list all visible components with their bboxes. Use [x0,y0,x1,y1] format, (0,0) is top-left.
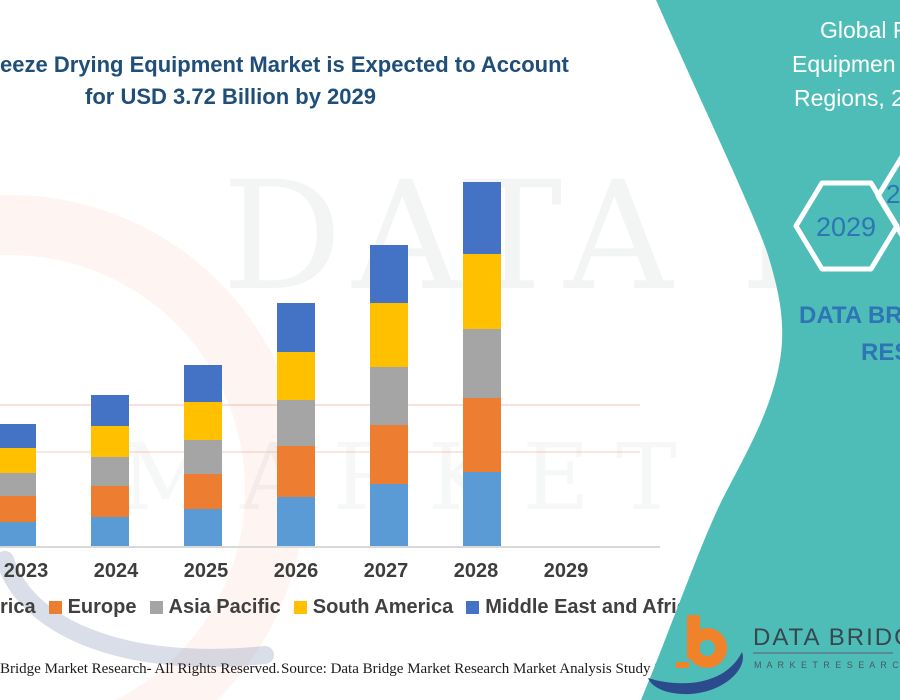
bar-segment [370,483,408,546]
legend-item: South America [293,596,454,619]
legend-item: Middle East and Africa [466,596,699,619]
teal-shape-path [641,0,900,700]
logo-b-bowl [687,628,727,668]
bar-segment [91,456,129,487]
bar-segment [370,366,408,426]
legend-swatch [466,601,480,614]
logo-tagline: M A R K E T R E S E A R C H [754,660,900,670]
bar-segment [277,399,315,446]
stacked-bar-2024 [91,394,129,546]
legend-item: rica [0,596,36,619]
data-bridge-logo: DATA BRIDGE M A R K E T R E S E A R C H [648,615,900,695]
sidebar-brand-line1: DATA BRI [799,302,900,329]
stacked-bar-2026 [277,303,315,546]
bar-segment [277,303,315,353]
legend-label: Middle East and Africa [485,596,699,618]
bar-segment [370,425,408,484]
bar-segment [0,496,36,522]
chart-legend: rica Europe Asia Pacific South America Middl… [0,596,699,619]
logo-swoosh [648,652,743,695]
x-axis-label-2026: 2026 [273,560,319,582]
bar-segment [91,426,129,457]
bar-segment [277,352,315,400]
bar-segment [463,398,501,472]
stacked-bar-2027 [370,244,408,546]
sidebar-brand-line2: RES [861,339,900,366]
bar-segment [184,474,222,510]
x-axis-label-2028: 2028 [453,560,499,582]
stacked-bar-2025 [184,365,222,546]
bar-segment [463,254,501,329]
footer-copyright: Bridge Market Research- All Rights Reser… [0,661,280,677]
legend-label: rica [0,596,36,618]
bar-segment [277,497,315,546]
bar-segment [184,509,222,546]
legend-item: Asia Pacific [149,596,281,619]
legend-swatch [149,601,163,614]
stacked-bar-2028 [463,182,501,546]
stacked-bar-2023 [0,424,36,546]
bar-segment [277,445,315,498]
bar-segment [184,365,222,403]
sidebar-heading-line2: Equipmen [792,51,896,77]
bar-segment [184,402,222,440]
chart-title-line1: eeze Drying Equipment Market is Expected… [0,52,569,77]
hexagon-2029-label: 2029 [816,212,876,242]
bar-segment [463,182,501,255]
legend-item: Europe [48,596,137,619]
sidebar-heading-line3: Regions, 2 [794,85,900,111]
hexagon-2029 [793,180,900,272]
legend-swatch [48,601,62,614]
x-axis-line [0,546,660,548]
bar-segment [91,394,129,427]
sidebar-heading-line1: Global F [820,17,900,43]
x-axis-label-2027: 2027 [363,560,409,582]
bar-segment [0,521,36,546]
x-axis-label-2023: 2023 [3,560,49,582]
bar-segment [0,424,36,449]
legend-label: Asia Pacific [168,596,281,618]
legend-label: Europe [67,596,137,618]
logo-b-dash [676,662,689,668]
bar-segment [91,516,129,546]
bar-segment [463,328,501,399]
bar-segment [0,448,36,473]
hexagon-partial-label: 2 [886,179,900,209]
bar-segment [370,244,408,304]
bar-segment [184,439,222,475]
bar-segment [91,486,129,517]
legend-label: South America [312,596,454,618]
bar-segment [370,303,408,367]
x-axis-label-2024: 2024 [93,560,139,582]
footer-source: Source: Data Bridge Market Research Mark… [281,661,685,677]
bar-segment [463,471,501,546]
logo-name: DATA BRIDGE [753,624,900,651]
chart-title-line2: for USD 3.72 Billion by 2029 [85,84,376,109]
x-axis-label-2025: 2025 [183,560,229,582]
x-axis-label-2029: 2029 [543,560,589,582]
legend-swatch [293,601,307,614]
bar-segment [0,472,36,496]
